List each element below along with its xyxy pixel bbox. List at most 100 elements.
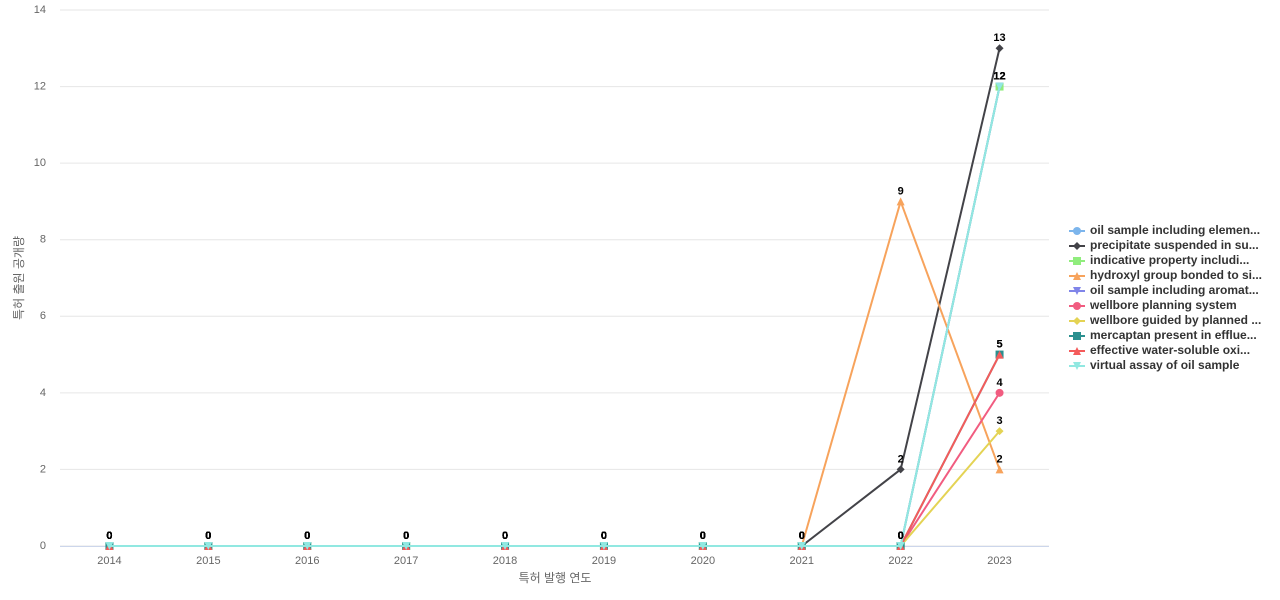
y-tick-label: 10 [34,157,46,169]
data-label: 0 [799,530,805,542]
x-axis-title: 특허 발행 연도 [519,570,592,585]
data-label: 0 [205,530,211,542]
data-label: 0 [601,530,607,542]
legend-label: oil sample including aromat... [1090,283,1259,297]
data-label: 0 [898,530,904,542]
x-tick-label: 2018 [493,555,517,567]
marker [402,542,411,550]
data-label: 0 [205,530,211,542]
data-label: 0 [601,530,607,542]
data-label: 0 [403,530,409,542]
data-label: 5 [996,338,1002,350]
series-line [109,198,1001,547]
data-label: 0 [799,530,805,542]
data-label: 0 [502,530,508,542]
data-label: 0 [304,530,310,542]
data-label: 0 [403,530,409,542]
series-line [109,354,1001,547]
marker [896,197,905,206]
data-label: 0 [304,530,310,542]
y-axis-title: 특허 출원 공개량 [12,236,26,320]
data-label: 0 [700,530,706,542]
marker [896,465,905,474]
data-label: 12 [993,70,1005,82]
data-label: 0 [403,530,409,542]
marker [1073,302,1081,310]
series-line [109,48,1001,547]
marker [105,542,114,550]
data-label: 0 [106,530,112,542]
data-label: 0 [799,530,805,542]
legend-label: indicative property includi... [1090,253,1249,267]
legend-item[interactable]: virtual assay of oil sample [1069,358,1240,372]
marker [204,542,213,550]
data-label: 0 [502,530,508,542]
data-label: 0 [502,530,508,542]
data-label: 0 [601,530,607,542]
y-tick-label: 8 [40,234,46,246]
marker [995,82,1004,91]
marker [1073,272,1081,280]
data-label: 0 [898,530,904,542]
data-label: 0 [304,530,310,542]
data-label: 0 [502,530,508,542]
data-label: 0 [799,530,805,542]
data-label: 0 [700,530,706,542]
marker [995,388,1004,397]
x-tick-label: 2022 [888,555,912,567]
data-label: 2 [996,453,1002,465]
data-label: 0 [502,530,508,542]
data-label: 0 [700,530,706,542]
marker [995,465,1004,474]
data-label: 0 [205,530,211,542]
legend-item[interactable]: mercaptan present in efflue... [1069,328,1257,342]
data-label: 0 [106,530,112,542]
data-label: 0 [304,530,310,542]
data-label: 0 [304,530,310,542]
marker [1073,317,1081,325]
data-label: 0 [898,530,904,542]
data-label: 0 [799,530,805,542]
legend-item[interactable]: oil sample including aromat... [1069,283,1259,297]
series-line [109,354,1001,547]
data-label: 0 [700,530,706,542]
marker [501,542,510,550]
legend-item[interactable]: indicative property includi... [1069,253,1249,267]
y-tick-label: 2 [40,463,46,475]
y-tick-label: 0 [40,540,46,552]
legend-item[interactable]: wellbore guided by planned ... [1069,313,1261,327]
y-tick-label: 14 [34,4,46,16]
data-label: 0 [898,530,904,542]
data-label: 4 [996,377,1003,389]
data-label: 0 [700,530,706,542]
series-line [109,430,1001,547]
data-label: 0 [601,530,607,542]
marker [896,542,905,550]
legend-item[interactable]: oil sample including elemen... [1069,223,1260,237]
data-label: 9 [898,185,904,197]
marker [1073,287,1081,295]
legend-item[interactable]: wellbore planning system [1069,298,1237,312]
y-tick-label: 12 [34,80,46,92]
data-label: 0 [700,530,706,542]
data-label: 0 [799,530,805,542]
data-label: 0 [106,530,112,542]
legend-item[interactable]: hydroxyl group bonded to si... [1069,268,1262,282]
x-tick-label: 2020 [691,555,715,567]
data-label: 0 [502,530,508,542]
data-label: 0 [205,530,211,542]
marker [797,542,806,550]
marker [1073,362,1081,370]
data-label: 13 [993,32,1005,44]
x-tick-label: 2021 [790,555,814,567]
marker [1073,227,1081,235]
data-label: 0 [106,530,112,542]
legend-item[interactable]: precipitate suspended in su... [1069,238,1259,252]
data-label: 0 [700,530,706,542]
legend-item[interactable]: effective water-soluble oxi... [1069,343,1250,357]
data-label: 0 [898,530,904,542]
data-label: 0 [205,530,211,542]
data-label: 0 [898,530,904,542]
data-label: 0 [601,530,607,542]
